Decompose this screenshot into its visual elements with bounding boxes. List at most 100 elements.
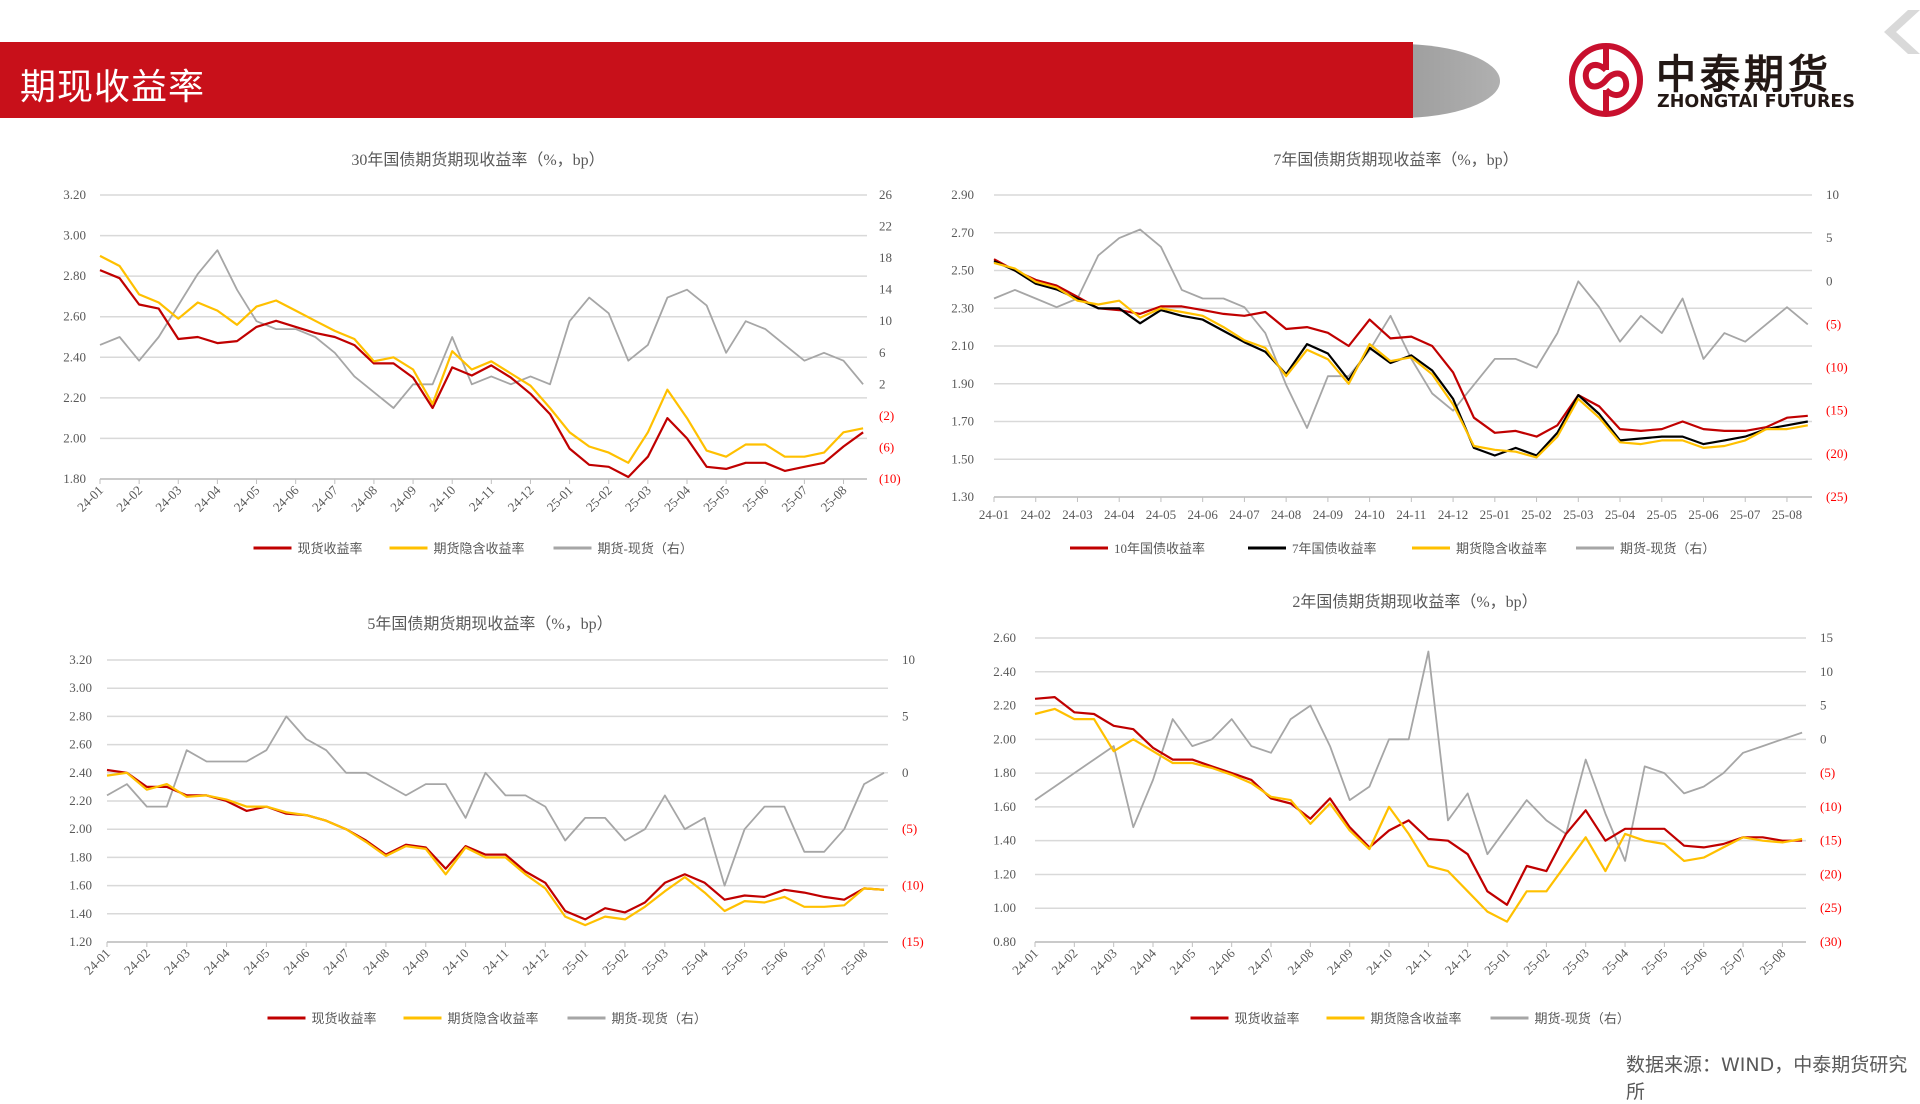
x-tick-label: 24-02 bbox=[1021, 507, 1051, 522]
legend-item: 现货收益率 bbox=[267, 1011, 377, 1026]
page-title: 期现收益率 bbox=[20, 67, 206, 108]
y-tick-label: 1.70 bbox=[951, 414, 974, 429]
chart-title: 7年国债期货期现收益率（%，bp） bbox=[1273, 151, 1518, 169]
x-tick-label: 24-07 bbox=[309, 482, 341, 514]
legend-item: 期货-现货（右） bbox=[1576, 541, 1715, 556]
series-line-3 bbox=[993, 228, 1809, 429]
legend-item: 期货隐含收益率 bbox=[403, 1011, 539, 1026]
x-tick-label: 25-07 bbox=[778, 482, 810, 514]
y-tick-label: 2.00 bbox=[69, 821, 92, 836]
chart-0: 30年国债期货期现收益率（%，bp） 3.20 3.00 2.80 2.60 2.40 2.… bbox=[63, 151, 900, 556]
x-tick-label: 25-06 bbox=[758, 945, 790, 977]
charts-canvas: 30年国债期货期现收益率（%，bp） 3.20 3.00 2.80 2.60 2.40 2.… bbox=[63, 151, 1847, 1026]
y2-tick-label: 22 bbox=[879, 219, 892, 234]
x-tick-label: 25-01 bbox=[559, 946, 591, 978]
x-tick-label: 24-06 bbox=[1188, 507, 1219, 522]
y2-tick-label: 18 bbox=[879, 250, 892, 265]
x-tick-label: 24-06 bbox=[280, 945, 312, 977]
x-tick-label: 24-07 bbox=[320, 945, 352, 977]
legend-item: 期货隐含收益率 bbox=[389, 541, 525, 556]
y2-tick-label: (30) bbox=[1820, 934, 1842, 949]
x-tick-label: 24-02 bbox=[113, 483, 145, 515]
x-tick-label: 25-04 bbox=[1599, 945, 1631, 977]
y-tick-label: 2.80 bbox=[69, 708, 92, 723]
series-line-2 bbox=[99, 249, 864, 409]
x-tick-label: 25-05 bbox=[700, 483, 732, 515]
x-tick-label: 25-05 bbox=[1647, 507, 1677, 522]
x-tick-label: 25-04 bbox=[1605, 507, 1636, 522]
y2-tick-label: 0 bbox=[902, 765, 909, 780]
y-tick-label: 2.40 bbox=[69, 765, 92, 780]
y2-tick-label: (5) bbox=[1826, 316, 1841, 331]
y2-tick-label: 5 bbox=[1820, 698, 1827, 713]
chart-title: 30年国债期货期现收益率（%，bp） bbox=[351, 151, 604, 169]
y2-tick-label: 10 bbox=[1826, 187, 1839, 202]
y2-tick-label: (10) bbox=[1820, 799, 1842, 814]
y-tick-label: 1.40 bbox=[69, 906, 92, 921]
y2-tick-label: 14 bbox=[879, 282, 893, 297]
x-tick-label: 24-02 bbox=[121, 946, 153, 978]
legend-item: 现货收益率 bbox=[253, 541, 363, 556]
y-tick-label: 3.00 bbox=[63, 228, 86, 243]
x-tick-label: 25-03 bbox=[1563, 507, 1593, 522]
y-tick-label: 1.80 bbox=[69, 849, 92, 864]
y2-tick-label: 0 bbox=[1820, 731, 1827, 746]
y2-tick-label: 2 bbox=[879, 376, 886, 391]
legend-label: 期货隐含收益率 bbox=[1371, 1011, 1462, 1026]
y2-tick-label: (10) bbox=[1826, 360, 1848, 375]
x-tick-label: 24-07 bbox=[1245, 945, 1277, 977]
legend-item: 期货-现货（右） bbox=[567, 1011, 707, 1026]
x-tick-label: 24-08 bbox=[1271, 507, 1301, 522]
x-tick-label: 24-11 bbox=[1403, 946, 1435, 978]
y-tick-label: 1.20 bbox=[993, 866, 1016, 881]
x-tick-label: 25-07 bbox=[1717, 945, 1749, 977]
chart-1: 7年国债期货期现收益率（%，bp） 2.90 2.70 2.50 2.30 2.10 1.9… bbox=[951, 151, 1847, 556]
y2-tick-label: (20) bbox=[1820, 866, 1842, 881]
y2-tick-label: (15) bbox=[1820, 833, 1842, 848]
x-tick-label: 25-01 bbox=[544, 483, 576, 515]
x-tick-label: 25-05 bbox=[719, 946, 751, 978]
x-tick-label: 24-04 bbox=[201, 945, 233, 977]
chart-2: 5年国债期货期现收益率（%，bp） 3.20 3.00 2.80 2.60 2.40 2.2… bbox=[69, 615, 923, 1026]
legend-item: 期货-现货（右） bbox=[553, 541, 693, 556]
x-tick-label: 25-06 bbox=[739, 482, 771, 514]
legend-item: 7年国债收益率 bbox=[1248, 541, 1377, 556]
x-tick-label: 24-08 bbox=[1284, 946, 1316, 978]
x-tick-label: 25-02 bbox=[1520, 946, 1552, 978]
series-line-2 bbox=[106, 715, 885, 887]
legend-label: 7年国债收益率 bbox=[1292, 541, 1377, 556]
y2-tick-label: 6 bbox=[879, 345, 886, 360]
x-tick-label: 25-02 bbox=[583, 483, 615, 515]
x-tick-label: 25-01 bbox=[1480, 507, 1510, 522]
y2-tick-label: (10) bbox=[879, 471, 901, 486]
x-tick-label: 24-05 bbox=[240, 946, 272, 978]
x-tick-label: 24-08 bbox=[360, 946, 392, 978]
x-tick-label: 24-09 bbox=[387, 483, 419, 515]
x-tick-label: 25-08 bbox=[818, 483, 850, 515]
y-tick-label: 1.40 bbox=[993, 833, 1016, 848]
x-tick-label: 24-12 bbox=[1442, 946, 1474, 978]
x-tick-label: 24-01 bbox=[1009, 946, 1041, 978]
x-tick-label: 24-09 bbox=[1324, 946, 1356, 978]
y2-tick-label: 5 bbox=[902, 708, 909, 723]
x-tick-label: 24-10 bbox=[1363, 946, 1395, 978]
x-tick-label: 24-05 bbox=[231, 483, 263, 515]
y-tick-label: 2.20 bbox=[993, 698, 1016, 713]
x-tick-label: 24-06 bbox=[1206, 945, 1238, 977]
y-tick-label: 3.20 bbox=[63, 187, 86, 202]
chart-title: 5年国债期货期现收益率（%，bp） bbox=[367, 615, 612, 633]
y2-tick-label: (15) bbox=[902, 934, 924, 949]
series-line-0 bbox=[993, 258, 1808, 438]
y-tick-label: 2.70 bbox=[951, 225, 974, 240]
y2-tick-label: 10 bbox=[902, 652, 915, 667]
y-tick-label: 1.90 bbox=[951, 376, 974, 391]
x-tick-label: 25-03 bbox=[1560, 946, 1592, 978]
y-tick-label: 2.00 bbox=[63, 430, 86, 445]
y2-tick-label: 26 bbox=[879, 187, 893, 202]
y2-tick-label: (5) bbox=[902, 821, 917, 836]
y2-tick-label: (10) bbox=[902, 878, 924, 893]
x-tick-label: 24-03 bbox=[152, 483, 184, 515]
y2-tick-label: (5) bbox=[1820, 765, 1835, 780]
y-tick-label: 1.20 bbox=[69, 934, 92, 949]
x-tick-label: 24-10 bbox=[426, 483, 458, 515]
